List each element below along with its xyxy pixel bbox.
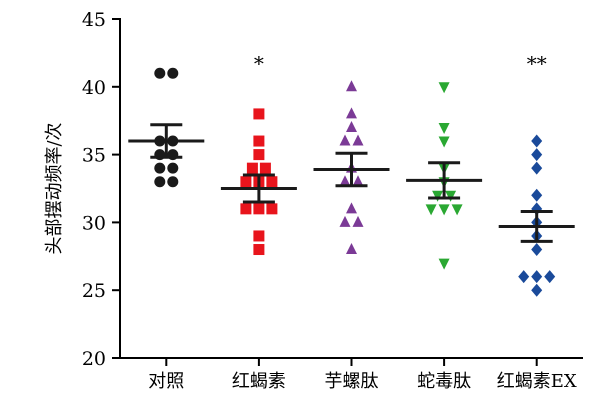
x-category-label: 蛇毒肽: [417, 371, 471, 392]
significance-annotations: * **: [254, 52, 547, 76]
x-category-label: 红蝎素EX: [497, 371, 577, 392]
data-point: [346, 243, 357, 255]
data-point: [167, 162, 179, 174]
data-point: [167, 176, 179, 188]
data-point: [253, 108, 265, 120]
data-point: [346, 120, 357, 132]
data-point: [531, 270, 543, 284]
y-tick-label: 40: [82, 77, 106, 99]
data-point: [167, 67, 179, 79]
data-point: [259, 162, 271, 174]
data-point: [544, 270, 556, 284]
data-point: [253, 203, 265, 215]
y-axis-title: 头部摆动频率/次: [44, 122, 65, 254]
data-point: [253, 135, 265, 147]
data-point: [339, 215, 351, 227]
data-point: [266, 203, 278, 215]
data-point: [246, 162, 258, 174]
x-category-label: 对照: [148, 371, 184, 392]
data-point: [352, 215, 364, 227]
x-category-label: 芋螺肽: [325, 371, 379, 392]
x-axis: 对照 红蝎素 芋螺肽 蛇毒肽 红蝎素EX: [119, 357, 583, 392]
data-point: [438, 204, 450, 216]
data-point: [451, 204, 463, 216]
data-point: [339, 134, 351, 146]
data-point: [531, 161, 543, 175]
data-point: [518, 270, 530, 284]
data-point: [352, 134, 364, 146]
y-axis: 20 25 30 35 40 45: [82, 9, 121, 370]
data-point: [346, 202, 357, 214]
y-tick-label: 30: [82, 212, 106, 234]
data-point: [253, 244, 265, 256]
mean-error-bars: [128, 123, 575, 243]
data-point: [339, 175, 351, 187]
data-point: [266, 176, 278, 188]
data-point: [240, 176, 252, 188]
y-tick-label: 25: [82, 280, 106, 302]
data-point: [425, 204, 437, 216]
data-point: [253, 149, 265, 161]
data-point: [432, 190, 444, 202]
data-point: [346, 107, 357, 119]
data-points: [154, 67, 556, 297]
data-point: [154, 176, 166, 188]
data-point: [240, 203, 252, 215]
y-tick-label: 45: [82, 9, 106, 31]
data-point: [154, 67, 166, 79]
significance-marker: **: [527, 52, 547, 76]
data-point: [531, 134, 543, 148]
data-point: [438, 82, 450, 94]
data-point: [531, 243, 543, 257]
data-point: [445, 190, 457, 202]
data-point: [438, 136, 450, 148]
y-tick-label: 20: [82, 348, 106, 370]
data-point: [531, 283, 543, 297]
y-tick-label: 35: [82, 145, 106, 167]
data-point: [531, 188, 543, 202]
data-point: [253, 230, 265, 242]
data-point: [438, 122, 450, 134]
data-point: [346, 80, 357, 92]
data-point: [438, 258, 450, 270]
x-category-label: 红蝎素: [232, 371, 286, 392]
significance-marker: *: [254, 52, 264, 76]
data-point: [531, 148, 543, 162]
data-point: [154, 162, 166, 174]
data-point: [352, 175, 364, 187]
